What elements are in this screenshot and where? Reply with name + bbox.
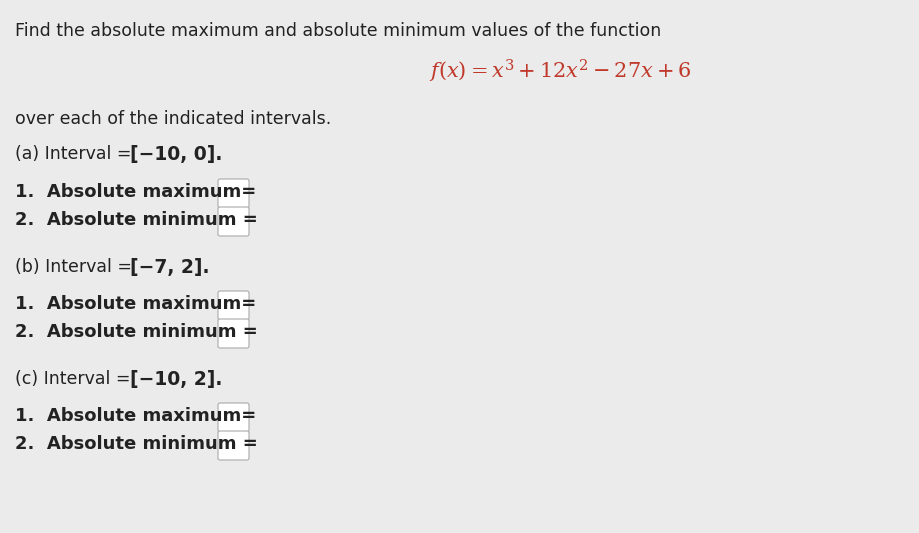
FancyBboxPatch shape xyxy=(218,403,249,432)
Text: 1.  Absolute maximum=: 1. Absolute maximum= xyxy=(15,407,256,425)
FancyBboxPatch shape xyxy=(218,291,249,320)
Text: Find the absolute maximum and absolute minimum values of the function: Find the absolute maximum and absolute m… xyxy=(15,22,661,40)
FancyBboxPatch shape xyxy=(218,207,249,236)
Text: $f(x) = x^3 + 12x^2 - 27x + 6$: $f(x) = x^3 + 12x^2 - 27x + 6$ xyxy=(428,58,690,85)
Text: 1.  Absolute maximum=: 1. Absolute maximum= xyxy=(15,295,256,313)
Text: [−7, 2].: [−7, 2]. xyxy=(130,258,210,277)
Text: [−10, 2].: [−10, 2]. xyxy=(130,370,222,389)
Text: (a) Interval =: (a) Interval = xyxy=(15,145,137,163)
Text: 2.  Absolute minimum =: 2. Absolute minimum = xyxy=(15,323,257,341)
Text: 2.  Absolute minimum =: 2. Absolute minimum = xyxy=(15,435,257,453)
FancyBboxPatch shape xyxy=(218,179,249,208)
Text: (c) Interval =: (c) Interval = xyxy=(15,370,136,388)
Text: [−10, 0].: [−10, 0]. xyxy=(130,145,222,164)
Text: over each of the indicated intervals.: over each of the indicated intervals. xyxy=(15,110,331,128)
Text: 2.  Absolute minimum =: 2. Absolute minimum = xyxy=(15,211,257,229)
FancyBboxPatch shape xyxy=(218,319,249,348)
Text: (b) Interval =: (b) Interval = xyxy=(15,258,137,276)
Text: 1.  Absolute maximum=: 1. Absolute maximum= xyxy=(15,183,256,201)
FancyBboxPatch shape xyxy=(218,431,249,460)
